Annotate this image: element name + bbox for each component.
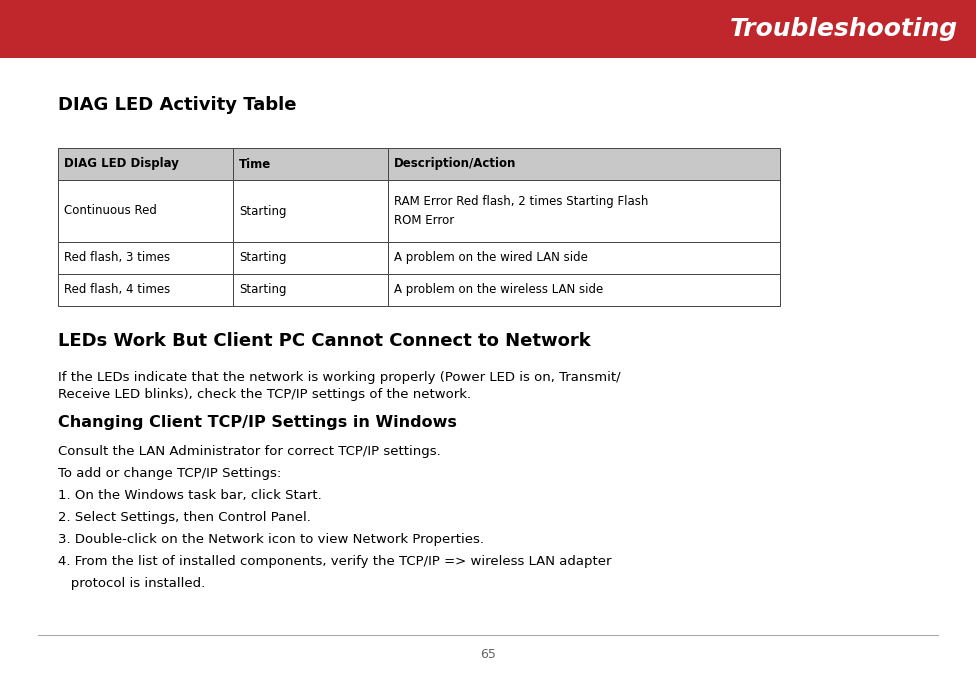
Bar (388, 242, 780, 274)
Text: DIAG LED Display: DIAG LED Display (64, 157, 179, 171)
Bar (233, 274, 388, 306)
Text: Starting: Starting (239, 252, 287, 265)
Text: Red flash, 4 times: Red flash, 4 times (64, 284, 170, 296)
Text: Red flash, 3 times: Red flash, 3 times (64, 252, 170, 265)
Text: 4. From the list of installed components, verify the TCP/IP => wireless LAN adap: 4. From the list of installed components… (58, 555, 612, 568)
Bar (58, 148, 233, 180)
Bar (233, 242, 388, 274)
Text: 1. On the Windows task bar, click Start.: 1. On the Windows task bar, click Start. (58, 489, 322, 502)
Text: Receive LED blinks), check the TCP/IP settings of the network.: Receive LED blinks), check the TCP/IP se… (58, 388, 471, 401)
Text: To add or change TCP/IP Settings:: To add or change TCP/IP Settings: (58, 467, 281, 480)
Text: Changing Client TCP/IP Settings in Windows: Changing Client TCP/IP Settings in Windo… (58, 416, 457, 431)
Text: Time: Time (239, 157, 271, 171)
Text: RAM Error Red flash, 2 times Starting Flash
ROM Error: RAM Error Red flash, 2 times Starting Fl… (394, 196, 648, 227)
Text: 65: 65 (480, 649, 496, 662)
Bar (58, 180, 233, 242)
Text: DIAG LED Activity Table: DIAG LED Activity Table (58, 96, 297, 114)
Text: A problem on the wired LAN side: A problem on the wired LAN side (394, 252, 588, 265)
Bar (58, 242, 233, 274)
Bar (0, 0, 976, 58)
Text: A problem on the wireless LAN side: A problem on the wireless LAN side (394, 284, 603, 296)
Text: 2. Select Settings, then Control Panel.: 2. Select Settings, then Control Panel. (58, 511, 311, 524)
Bar (388, 180, 780, 242)
Bar (58, 274, 233, 306)
Bar (233, 148, 388, 180)
Bar (233, 180, 388, 242)
Text: protocol is installed.: protocol is installed. (58, 577, 205, 590)
Text: Consult the LAN Administrator for correct TCP/IP settings.: Consult the LAN Administrator for correc… (58, 445, 441, 458)
Text: Starting: Starting (239, 205, 287, 217)
Text: Continuous Red: Continuous Red (64, 205, 157, 217)
Text: Description/Action: Description/Action (394, 157, 516, 171)
Text: LEDs Work But Client PC Cannot Connect to Network: LEDs Work But Client PC Cannot Connect t… (58, 332, 590, 350)
Text: Starting: Starting (239, 284, 287, 296)
Text: If the LEDs indicate that the network is working properly (Power LED is on, Tran: If the LEDs indicate that the network is… (58, 371, 621, 384)
Bar (388, 148, 780, 180)
Text: 3. Double-click on the Network icon to view Network Properties.: 3. Double-click on the Network icon to v… (58, 533, 484, 546)
Text: Troubleshooting: Troubleshooting (730, 17, 958, 41)
Bar (388, 274, 780, 306)
